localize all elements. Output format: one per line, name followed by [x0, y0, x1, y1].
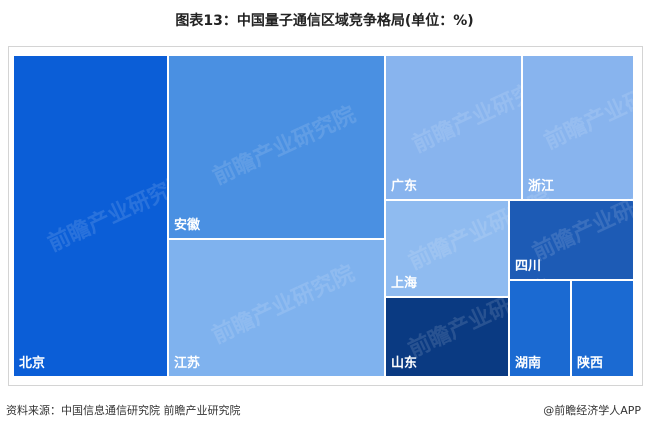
treemap-rect — [570, 279, 635, 378]
tile-label: 湖南 — [515, 355, 541, 371]
tile-label: 江苏 — [174, 355, 200, 371]
treemap-rect — [167, 238, 386, 378]
treemap-rect — [508, 279, 572, 378]
tile-label: 山东 — [391, 355, 417, 371]
treemap-rect — [521, 54, 635, 201]
brand-note: @前瞻经济学人APP — [543, 404, 641, 417]
tile-label: 安徽 — [174, 217, 201, 233]
treemap-tile: 陕西 — [570, 279, 635, 378]
tile-label: 广东 — [391, 178, 417, 194]
treemap-chart: 前瞻产业研究院北京前瞻产业研究院安徽前瞻产业研究院江苏前瞻产业研究院广东前瞻产业… — [12, 54, 642, 378]
chart-title: 图表13：中国量子通信区域竞争格局(单位：%) — [175, 13, 474, 29]
tile-label: 四川 — [515, 259, 541, 274]
tile-label: 陕西 — [577, 355, 603, 371]
source-note: 资料来源：中国信息通信研究院 前瞻产业研究院 — [6, 404, 241, 417]
treemap-rect — [384, 54, 523, 201]
tile-label: 上海 — [391, 275, 417, 291]
treemap-tile: 湖南 — [508, 279, 572, 378]
tile-label: 北京 — [19, 355, 45, 371]
treemap-rect — [508, 199, 635, 281]
treemap-frame: 前瞻产业研究院 北京 前瞻产业研究院 安徽 前瞻产业研究院 江苏 前瞻产业研究院 广东 前瞻产业… — [8, 46, 643, 386]
tile-label: 浙江 — [528, 178, 554, 194]
treemap-rect — [12, 54, 169, 378]
